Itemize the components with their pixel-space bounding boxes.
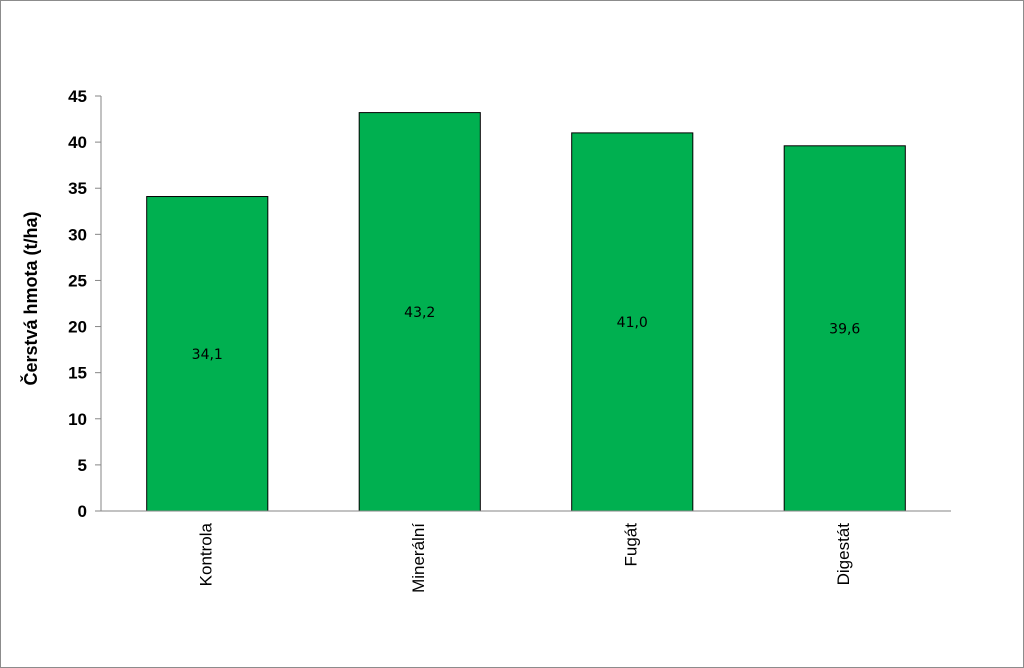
- y-tick-label: 30: [68, 225, 87, 244]
- y-axis-title: Čerstvá hmota (t/ha): [20, 211, 41, 385]
- x-axis-labels: Kontrola Minerální Fugát Digestát: [197, 522, 854, 592]
- bar-digestát: [783, 145, 906, 512]
- data-label: 39,6: [829, 321, 860, 337]
- data-label: 34,1: [192, 347, 223, 363]
- data-label: 43,2: [404, 305, 435, 321]
- y-axis-ticks: 0 5 10 15 20 25 30 35 40 45: [68, 87, 101, 521]
- y-tick-label: 20: [68, 318, 87, 337]
- y-tick-label: 35: [68, 179, 87, 198]
- x-category-label: Fugát: [622, 523, 641, 567]
- bar-kontrola: [146, 196, 269, 512]
- x-category-label: Digestát: [834, 523, 853, 586]
- y-tick-label: 40: [68, 133, 87, 152]
- x-category-label: Kontrola: [197, 522, 216, 586]
- y-tick-label: 45: [68, 87, 87, 106]
- x-category-label: Minerální: [409, 523, 428, 593]
- y-tick-label: 10: [68, 410, 87, 429]
- bars: [146, 112, 906, 512]
- y-tick-label: 0: [78, 502, 87, 521]
- y-tick-label: 25: [68, 271, 87, 290]
- bar-minerální: [358, 112, 481, 512]
- data-labels: 34,1 43,2 41,0 39,6: [192, 305, 861, 363]
- data-label: 41,0: [617, 315, 648, 331]
- y-tick-label: 5: [78, 456, 87, 475]
- y-tick-label: 15: [68, 364, 87, 383]
